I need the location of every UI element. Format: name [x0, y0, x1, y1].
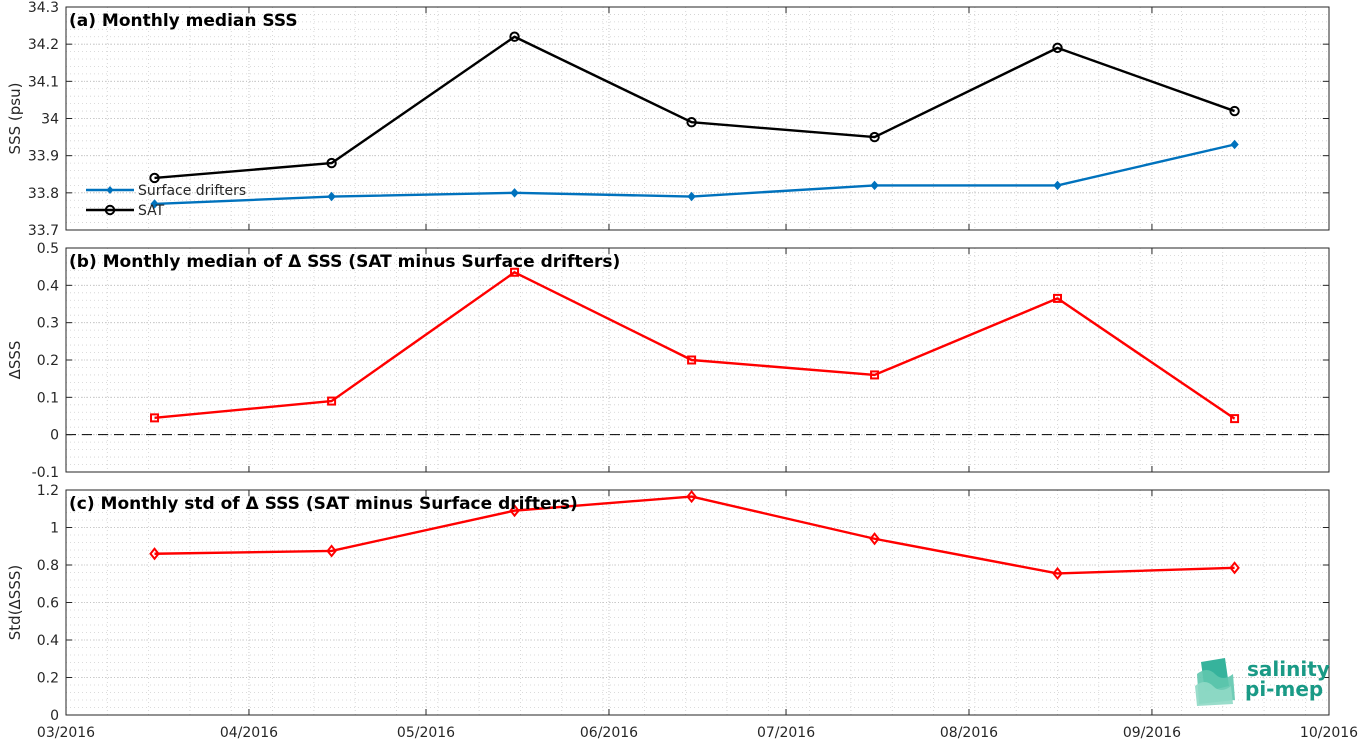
salinity-pi-mep-logo: salinity pi-mep: [1195, 657, 1330, 706]
series-surface-drifters: [150, 139, 1239, 209]
x-tick-label: 06/2016: [580, 725, 638, 741]
data-point-marker: [326, 544, 337, 558]
y-tick-label: 1: [50, 521, 59, 537]
y-tick-label: 33.8: [28, 186, 59, 202]
chart-panel-b: -0.1 0 0.1 0.2 0.3 0.4 0.5 ΔSSS (b) Monthly medi…: [6, 241, 1330, 481]
data-point-marker: [870, 180, 879, 191]
data-point-marker: [510, 267, 520, 277]
series-line: [154, 495, 1235, 575]
y-tick-label: 0.3: [37, 316, 59, 332]
legend-swatch-marker: [106, 186, 114, 194]
y-tick-label: 34.3: [28, 0, 59, 16]
y-tick-label: 33.9: [28, 149, 59, 165]
chart-panel-c: 0 0.2 0.4 0.6 0.8 1 1.2 Std(ΔSSS) (c) Monthly st…: [6, 483, 1330, 724]
data-point-marker: [1052, 566, 1063, 581]
x-tick-label: 03/2016: [37, 725, 95, 741]
y-tick-label: -0.1: [32, 465, 59, 481]
y-tick-label: 0.8: [37, 558, 59, 574]
data-point-marker: [326, 157, 337, 169]
y-axis-label: ΔSSS: [6, 341, 24, 380]
y-tick-label: 0.6: [37, 596, 59, 612]
data-point-marker: [686, 117, 697, 128]
panel-title: (b) Monthly median of Δ SSS (SAT minus S…: [69, 252, 620, 272]
data-point-marker: [1052, 42, 1063, 54]
series-line: [154, 271, 1236, 420]
legend: Surface drifters SAT: [86, 183, 246, 219]
y-tick-label: 33.7: [28, 223, 59, 239]
data-point-marker: [687, 355, 697, 365]
data-point-marker: [149, 547, 160, 561]
y-tick-label: 0.4: [37, 633, 59, 649]
data-point-marker: [1230, 139, 1239, 150]
data-point-marker: [509, 504, 520, 518]
data-point-marker: [150, 199, 159, 209]
data-point-marker: [1229, 561, 1240, 575]
y-tick-label: 0.2: [37, 671, 59, 687]
y-tick-label: 0.5: [37, 241, 59, 257]
y-tick-label: 0.1: [37, 390, 59, 406]
data-point-marker: [1053, 293, 1063, 303]
data-point-marker: [327, 396, 337, 406]
y-tick-label: 0.2: [37, 353, 59, 369]
data-point-marker: [869, 532, 880, 546]
legend-label: SAT: [138, 203, 165, 219]
x-tick-label: 09/2016: [1123, 725, 1181, 741]
y-tick-label: 0: [50, 428, 59, 444]
tick-marks: [65, 247, 1330, 473]
x-tick-label: 10/2016: [1300, 725, 1358, 741]
panel-title: (c) Monthly std of Δ SSS (SAT minus Surf…: [69, 494, 578, 514]
y-tick-label: 34.2: [28, 37, 59, 53]
panel-title: (a) Monthly median SSS: [69, 11, 298, 31]
wave-logo-icon: [1195, 658, 1235, 706]
data-point-marker: [1230, 414, 1240, 424]
logo-text-salinity: salinity: [1247, 657, 1330, 681]
chart-panel-a: 33.7 33.8 33.9 34 34.1 34.2 34.3 SSS (psu) (a) M…: [6, 0, 1330, 239]
data-point-marker: [1053, 180, 1062, 191]
legend-label: Surface drifters: [138, 183, 246, 199]
tick-marks: [65, 6, 1330, 231]
series-delta-sss: [149, 489, 1240, 581]
x-tick-label: 04/2016: [220, 725, 278, 741]
series-sat: [149, 31, 1240, 184]
data-point-marker: [327, 191, 336, 202]
y-tick-label: 1.2: [37, 483, 59, 499]
data-point-marker: [869, 131, 880, 143]
y-tick-label: 34: [41, 112, 59, 128]
series-delta-sss: [150, 267, 1240, 424]
logo-text-pi-mep: pi-mep: [1245, 677, 1323, 701]
data-point-marker: [870, 370, 880, 380]
y-tick-label: 34.1: [28, 74, 59, 90]
data-point-marker: [510, 188, 519, 198]
x-tick-label: 05/2016: [397, 725, 455, 741]
data-point-marker: [687, 191, 696, 202]
tick-marks: [65, 489, 1330, 716]
x-tick-label: 08/2016: [940, 725, 998, 741]
data-point-marker: [686, 489, 697, 504]
data-point-marker: [150, 413, 160, 423]
legend-swatch-marker: [104, 204, 116, 216]
series-line: [154, 35, 1235, 180]
x-tick-label: 07/2016: [757, 725, 815, 741]
y-tick-label: 0.4: [37, 278, 59, 294]
y-axis-label: Std(ΔSSS): [6, 565, 24, 640]
y-tick-label: 0: [50, 708, 59, 724]
data-point-marker: [149, 172, 160, 184]
y-axis-label: SSS (psu): [6, 83, 24, 155]
data-point-marker: [509, 31, 520, 42]
data-point-marker: [1229, 105, 1240, 117]
